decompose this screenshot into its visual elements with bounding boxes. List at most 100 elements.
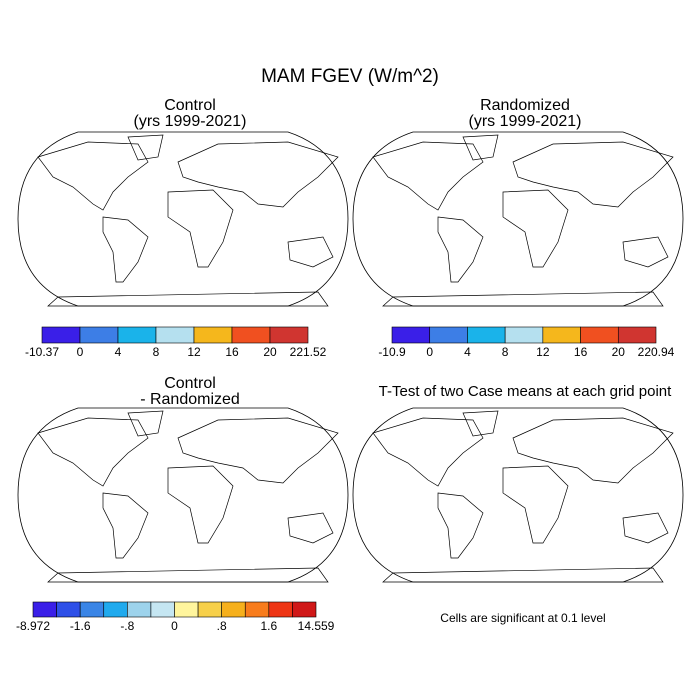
colorbar-label: 0 [171,619,178,633]
colorbar-label: .8 [217,619,227,633]
panel-title: (yrs 1999-2021) [469,113,582,130]
colorbar-label: 4 [464,345,471,359]
land-cell [347,439,350,442]
land-cell [316,415,320,419]
panel-title: T-Test of two Case means at each grid po… [379,383,672,400]
colorbar-label: -.8 [120,619,134,633]
land-cell [347,240,350,243]
colorbar-label: 8 [502,345,509,359]
panel-title: Randomized [480,97,570,114]
land-cell [28,272,31,275]
land-cell [679,537,682,540]
map [352,407,684,583]
land-cell [683,181,686,184]
land-cell [341,435,344,438]
land-cell [29,434,32,437]
land-cell [19,444,22,447]
map-background [353,408,683,582]
land-cell [345,252,348,255]
colorbar-label: 14.559 [298,619,335,633]
land-cell [27,414,30,417]
colorbar-box [467,326,506,344]
map-background [18,408,348,582]
colorbar-box [542,326,581,344]
land-cell [354,177,357,180]
colorbar-box [617,326,657,344]
land-cell [34,420,37,423]
colorbar-box [504,326,544,344]
colorbar-box [117,326,157,344]
land-cell [19,174,22,177]
land-cell [32,412,35,415]
colorbar-label: 1.6 [260,619,277,633]
colorbar-label: -8.972 [16,619,50,633]
colorbar-box [580,326,619,344]
land-cell [25,431,28,434]
land-cell [346,534,349,537]
colorbar-label: 12 [536,345,550,359]
land-cell [316,411,320,415]
colorbar-box [155,326,195,344]
colorbar-box [197,601,222,618]
land-cell [348,553,351,556]
land-cell [26,550,29,553]
colorbar-label: 16 [574,345,588,359]
colorbar-box [79,601,105,618]
colorbar-box [150,601,175,618]
land-cell [356,171,359,174]
map-background [18,132,348,306]
colorbar-box [56,601,81,618]
land-cell [679,175,682,178]
land-cell [332,560,336,564]
colorbar-label: 8 [153,345,160,359]
colorbar-box [391,326,431,344]
map [352,131,686,307]
colorbar-label: 20 [263,345,277,359]
land-cell [334,424,338,428]
colorbar-box [429,326,468,344]
land-cell [327,411,331,415]
land-cell [22,162,25,165]
colorbar-label: 16 [225,345,239,359]
land-cell [32,411,35,414]
land-cell [347,424,350,427]
land-cell [671,268,673,272]
colorbar-label: -10.9 [378,345,406,359]
land-cell [362,274,365,277]
land-cell [34,427,37,430]
panel-title: - Randomized [140,391,240,408]
colorbar-box [269,326,309,344]
map [17,131,350,307]
colorbar-label: 0 [77,345,84,359]
colorbar-box [174,601,199,618]
colorbar-box [244,601,270,618]
colorbar-box [292,601,317,618]
land-cell [674,544,677,547]
land-cell [333,553,337,557]
colorbar-box [231,326,271,344]
land-cell [21,442,24,445]
panel-title: Control [164,97,216,114]
land-cell [29,408,32,411]
colorbar-label: 20 [612,345,626,359]
figure-title: MAM FGEV (W/m^2) [261,66,439,87]
colorbar-label: 220.94 [638,345,675,359]
colorbar-label: 0 [426,345,433,359]
colorbar-box [32,601,57,618]
colorbar-label: 221.52 [290,345,327,359]
land-cell [354,164,357,167]
land-cell [345,265,348,268]
colorbar-box [221,601,246,618]
colorbar-box [268,601,293,618]
colorbar-box [193,326,233,344]
land-cell [345,254,348,257]
colorbar-label: -1.6 [70,619,91,633]
land-cell [345,540,348,543]
land-cell [682,175,685,178]
land-cell [331,417,335,421]
land-cell [340,166,343,169]
panel-title: Control [164,375,216,392]
land-cell [347,250,350,253]
land-cell [18,163,21,166]
